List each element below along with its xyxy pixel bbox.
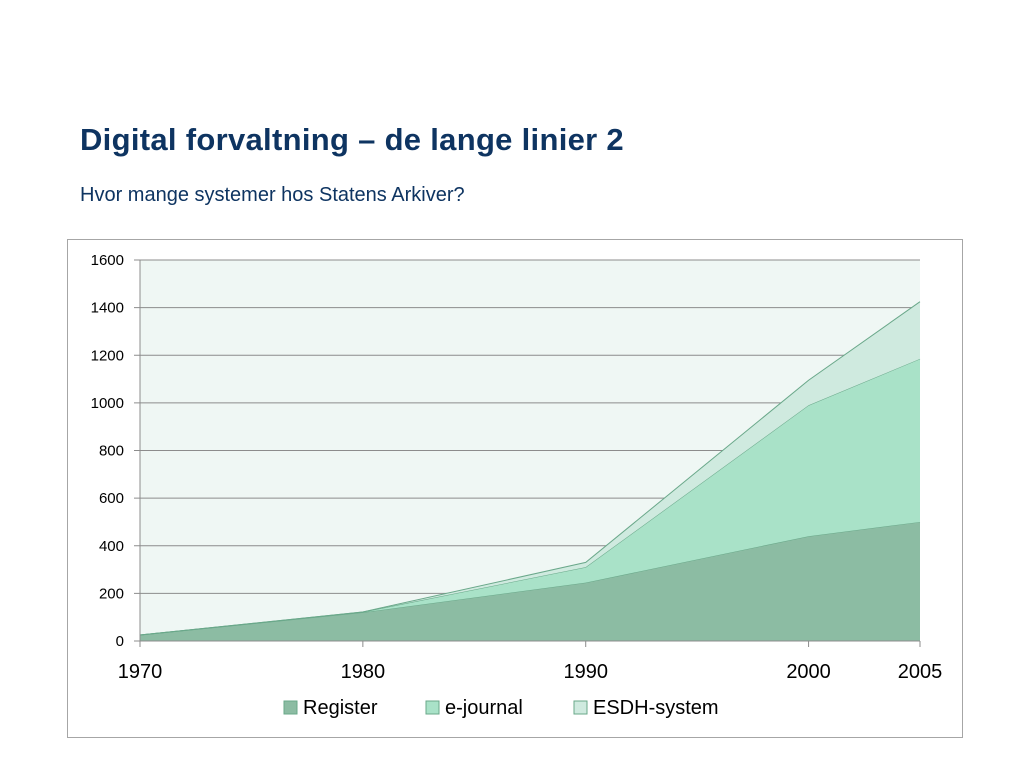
legend: Register e-journal ESDH-system <box>283 697 719 719</box>
y-tick-label: 600 <box>99 490 124 507</box>
y-tick-label: 1600 <box>91 252 124 269</box>
x-tick-label: 2000 <box>786 661 831 683</box>
legend-label-esdh-system: ESDH-system <box>593 697 719 719</box>
axes <box>139 260 921 647</box>
y-tick-label: 400 <box>99 538 124 555</box>
legend-swatch-register <box>283 700 298 715</box>
area-series-e-journal <box>140 358 920 636</box>
y-tick-label: 200 <box>99 585 124 602</box>
legend-label-e-journal: e-journal <box>445 697 523 719</box>
x-tick-label: 1970 <box>118 661 163 683</box>
x-tick-label: 1990 <box>563 661 608 683</box>
y-tick-label: 1200 <box>91 347 124 364</box>
chart-frame: 0 200 400 600 800 1000 1200 1400 1600 1970 1980 19… <box>67 239 963 738</box>
area-series-group <box>139 301 921 641</box>
y-tick-label: 800 <box>99 443 124 460</box>
x-tick-label: 1980 <box>341 661 386 683</box>
area-series-register <box>140 521 920 641</box>
legend-swatch-e-journal <box>425 700 440 715</box>
y-tick-labels: 0 200 400 600 800 1000 1200 1400 1600 <box>91 252 124 650</box>
y-tick-label: 0 <box>116 633 124 650</box>
legend-label-register: Register <box>303 697 378 719</box>
slide-subtitle: Hvor mange systemer hos Statens Arkiver? <box>80 184 465 206</box>
slide-title: Digital forvaltning – de lange linier 2 <box>80 122 624 157</box>
x-tick-labels: 1970 1980 1990 2000 2005 <box>118 661 943 683</box>
area-edge-esdh-system <box>139 301 921 636</box>
x-tick-label: 2005 <box>898 661 943 683</box>
y-tick-label: 1000 <box>91 395 124 412</box>
legend-swatch-esdh-system <box>573 700 588 715</box>
y-tick-label: 1400 <box>91 300 124 317</box>
